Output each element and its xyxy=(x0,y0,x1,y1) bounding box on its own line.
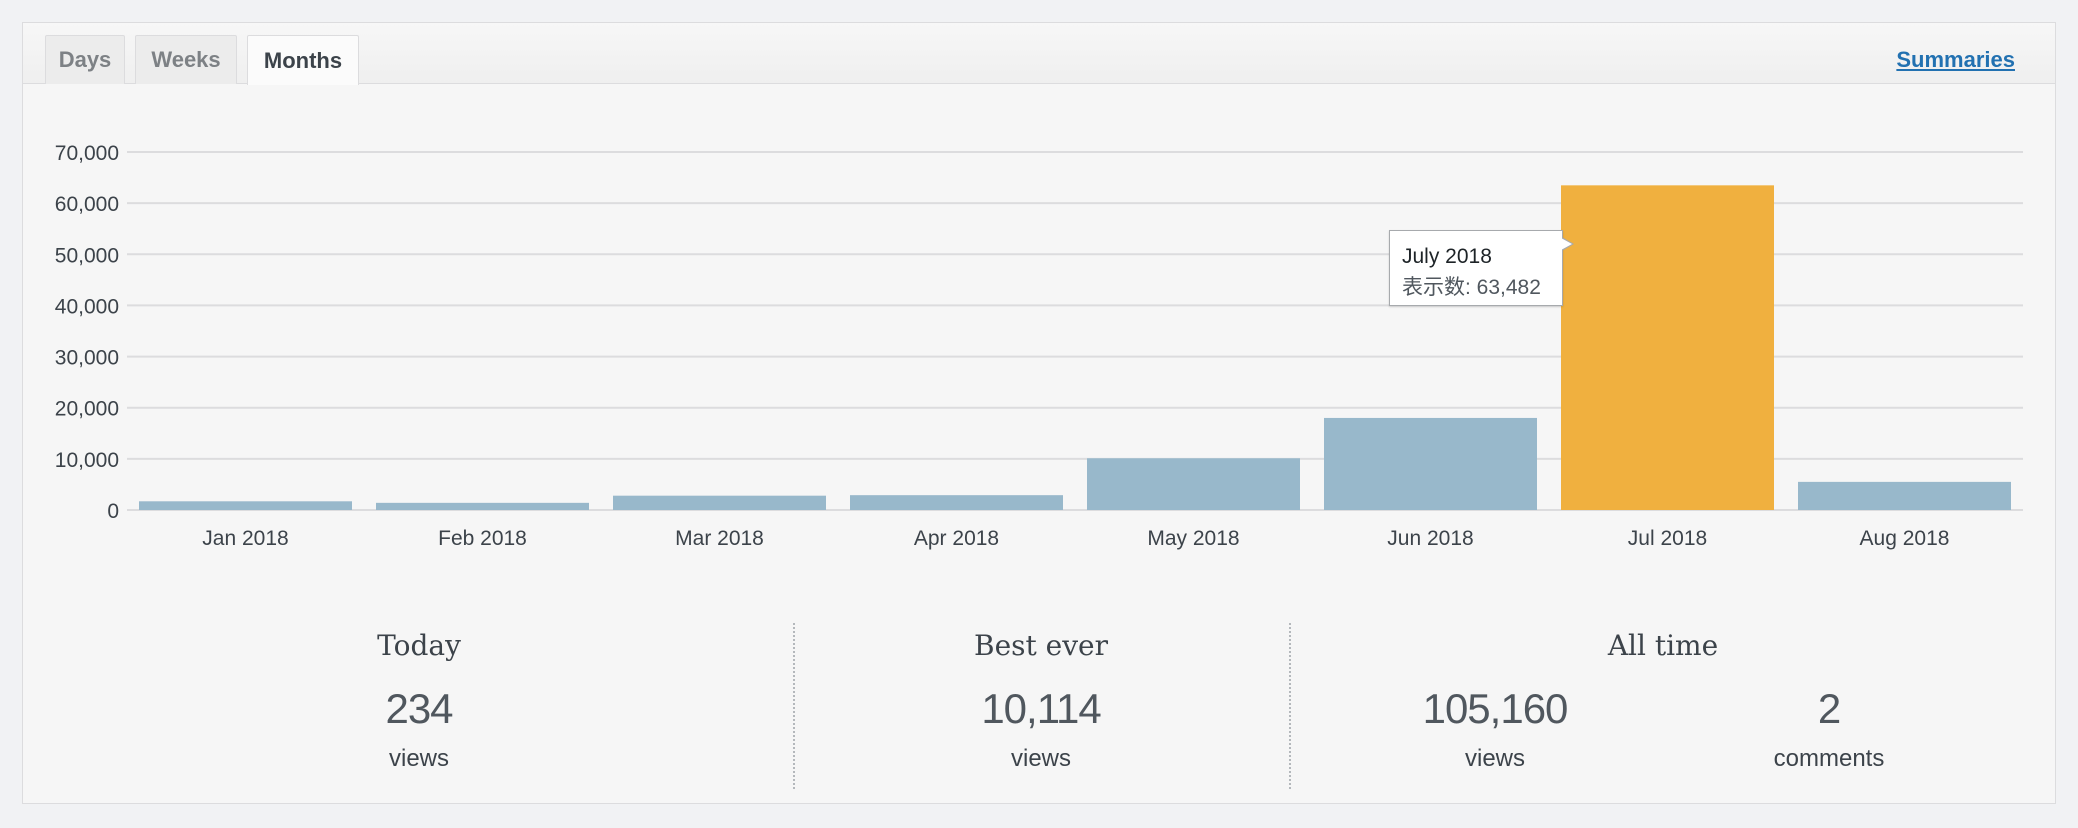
stat-best-value: 10,114 xyxy=(981,685,1101,732)
y-tick-label: 20,000 xyxy=(55,398,119,421)
chart-bar[interactable] xyxy=(139,501,352,510)
x-tick-label: Mar 2018 xyxy=(675,527,764,550)
chart-bar[interactable] xyxy=(1087,458,1300,510)
x-tick-label: Jan 2018 xyxy=(202,527,288,550)
chart-bar[interactable] xyxy=(1561,185,1774,511)
x-tick-label: Jul 2018 xyxy=(1628,527,1707,550)
chart-bar[interactable] xyxy=(1324,417,1537,510)
y-tick-label: 50,000 xyxy=(55,244,119,267)
stat-best-label: views xyxy=(1010,745,1072,772)
x-tick-label: May 2018 xyxy=(1147,527,1239,550)
chart-tooltip: July 2018 表示数: 63,482 xyxy=(1389,230,1574,306)
summaries-link[interactable]: Summaries xyxy=(1896,47,2015,72)
stat-divider xyxy=(1289,623,1291,789)
stat-alltime-comments-label: comments xyxy=(1773,745,1885,772)
tooltip-title: July 2018 xyxy=(1402,245,1492,268)
x-tick-label: Feb 2018 xyxy=(438,527,527,550)
tab-days[interactable]: Days xyxy=(45,35,125,84)
stat-divider xyxy=(793,623,795,789)
x-tick-label: Apr 2018 xyxy=(914,527,999,550)
tooltip-arrow-fill xyxy=(1561,238,1572,250)
stat-alltime-title: All time xyxy=(1607,629,1719,662)
stats-panel: Days Weeks Months Summaries 70,000 60,000… xyxy=(22,22,2056,804)
stats-summary: Today 234 views Best ever 10,114 views A… xyxy=(23,593,2055,793)
tabs-bar: Days Weeks Months Summaries xyxy=(23,23,2055,85)
y-tick-label: 70,000 xyxy=(55,142,119,165)
chart-bar[interactable] xyxy=(1798,481,2011,510)
y-tick-label: 40,000 xyxy=(55,295,119,318)
stat-alltime-views-label: views xyxy=(1464,745,1526,772)
y-tick-label: 10,000 xyxy=(55,449,119,472)
tooltip-views: 表示数: 63,482 xyxy=(1402,276,1541,299)
x-tick-label: Jun 2018 xyxy=(1387,527,1473,550)
stat-alltime-views-value: 105,160 xyxy=(1422,685,1569,732)
stat-today-value: 234 xyxy=(385,685,453,732)
y-tick-label: 30,000 xyxy=(55,347,119,370)
chart-bar[interactable] xyxy=(613,495,826,510)
tab-weeks[interactable]: Weeks xyxy=(135,35,237,84)
chart-bar[interactable] xyxy=(376,502,589,510)
tab-months[interactable]: Months xyxy=(247,35,359,85)
y-tick-label: 60,000 xyxy=(55,193,119,216)
stat-today-title: Today xyxy=(377,629,461,662)
y-tick-label: 0 xyxy=(107,500,119,523)
x-tick-label: Aug 2018 xyxy=(1860,527,1950,550)
stat-best-title: Best ever xyxy=(973,629,1109,662)
stat-today-label: views xyxy=(388,745,450,772)
stat-alltime-comments-value: 2 xyxy=(1817,685,1841,732)
views-chart: 70,000 60,000 50,000 40,000 30,000 20,000 10,0… xyxy=(23,84,2055,564)
chart-bar[interactable] xyxy=(850,495,1063,510)
bar-chart: 70,000 60,000 50,000 40,000 30,000 20,000 10,0… xyxy=(55,142,2023,550)
